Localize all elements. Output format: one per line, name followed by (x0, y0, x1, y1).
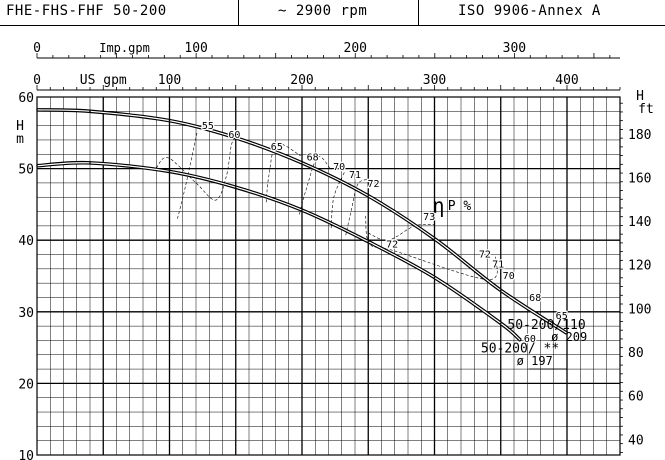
efficiency-label: 72 (479, 249, 491, 260)
y-m-tick-label: 10 (18, 449, 34, 460)
head-curve-inner-1 (36, 162, 522, 341)
us-gpm-axis-label: US gpm (80, 73, 127, 88)
efficiency-label: 55 (202, 121, 214, 132)
imp-gpm-tick-label: 0 (33, 41, 41, 56)
head-curve-point (499, 322, 502, 325)
y-ft-axis-unit: ft (638, 102, 654, 117)
efficiency-curve-71 (345, 179, 369, 236)
y-ft-tick-label: 100 (628, 302, 651, 317)
efficiency-symbol: η (432, 193, 444, 217)
us-gpm-tick-label: 100 (158, 73, 181, 88)
header-rule (0, 25, 665, 26)
efficiency-curve-65 (265, 143, 301, 203)
head-curve-point (566, 332, 568, 335)
us-gpm-tick-label: 400 (555, 73, 578, 88)
head-curve-point (367, 240, 370, 243)
header-divider (238, 0, 239, 26)
efficiency-curve-55 (177, 131, 198, 219)
y-m-tick-label: 50 (18, 163, 34, 178)
series-diameter-209: ø 209 (551, 330, 587, 344)
efficiency-curve-72 (365, 215, 498, 280)
plot-frame (36, 96, 621, 456)
head-curve-point (519, 339, 522, 342)
head-curve-point (36, 109, 38, 111)
efficiency-label: 60 (524, 334, 536, 345)
y-m-axis-label: H (16, 119, 24, 134)
header-divider (418, 0, 419, 26)
y-ft-tick-label: 120 (628, 259, 651, 274)
head-curve-point (367, 195, 370, 197)
head-curve-point (168, 119, 171, 122)
efficiency-label: 71 (492, 259, 504, 270)
head-curve-point (301, 162, 303, 164)
y-m-tick-label: 60 (18, 91, 34, 106)
imp-gpm-tick-label: 300 (503, 41, 526, 56)
chart-header: FHE-FHS-FHF 50-200 ~ 2900 rpm ISO 9906-A… (0, 0, 665, 26)
efficiency-curve-73 (368, 223, 435, 241)
head-curve-point (433, 276, 436, 279)
head-curve-point (433, 237, 436, 240)
efficiency-label: 68 (307, 153, 319, 164)
efficiency-curve-70 (330, 172, 345, 229)
us-gpm-tick-label: 300 (423, 73, 446, 88)
efficiency-label: 65 (271, 142, 283, 153)
imp-gpm-tick-label: 200 (344, 41, 367, 56)
efficiency-label: 71 (349, 170, 361, 181)
series-diameter-197: ø 197 (517, 354, 553, 368)
efficiency-unit: P % (448, 199, 472, 214)
head-curve-outer-1 (36, 160, 522, 342)
y-ft-axis-label: H (636, 89, 644, 104)
y-m-tick-label: 20 (18, 377, 34, 392)
y-ft-tick-label: 160 (628, 171, 651, 186)
us-gpm-tick-label: 200 (290, 73, 313, 88)
head-curve-point (234, 137, 237, 139)
efficiency-label: 68 (529, 293, 541, 304)
efficiency-label: 60 (228, 130, 240, 141)
y-m-tick-label: 40 (18, 234, 34, 249)
efficiency-label: 73 (423, 212, 435, 223)
us-gpm-tick-label: 0 (33, 73, 41, 88)
head-curve-point (499, 289, 502, 292)
efficiency-curve-60 (156, 136, 239, 201)
head-curve-point (89, 162, 91, 164)
head-curve-point (168, 170, 171, 173)
pump-speed: ~ 2900 rpm (278, 3, 368, 19)
efficiency-label: 70 (333, 162, 345, 173)
y-ft-tick-label: 180 (628, 128, 651, 143)
y-ft-tick-label: 140 (628, 215, 651, 230)
y-ft-tick-label: 60 (628, 390, 644, 405)
series-label-50-200: 50-200/ ** (481, 342, 559, 357)
y-m-tick-label: 30 (18, 306, 34, 321)
efficiency-curve-68 (299, 156, 332, 215)
head-curve-point (234, 186, 237, 189)
efficiency-label: 70 (503, 271, 515, 282)
head-curve-point (36, 164, 38, 167)
y-ft-tick-label: 80 (628, 346, 644, 361)
y-m-axis-unit: m (16, 132, 24, 147)
series-label-50-200-110: 50-200/110 (507, 318, 585, 333)
y-ft-tick-label: 40 (628, 433, 644, 448)
head-curve-point (89, 110, 91, 113)
pump-model-title: FHE-FHS-FHF 50-200 (6, 3, 167, 19)
test-standard: ISO 9906-Annex A (458, 3, 601, 19)
efficiency-label: 72 (386, 239, 398, 250)
head-curve-point (301, 209, 303, 211)
imp-gpm-axis-label: Imp.gpm (99, 41, 150, 55)
imp-gpm-tick-label: 100 (184, 41, 207, 56)
efficiency-label: 65 (556, 311, 568, 322)
efficiency-label: 72 (368, 179, 380, 190)
